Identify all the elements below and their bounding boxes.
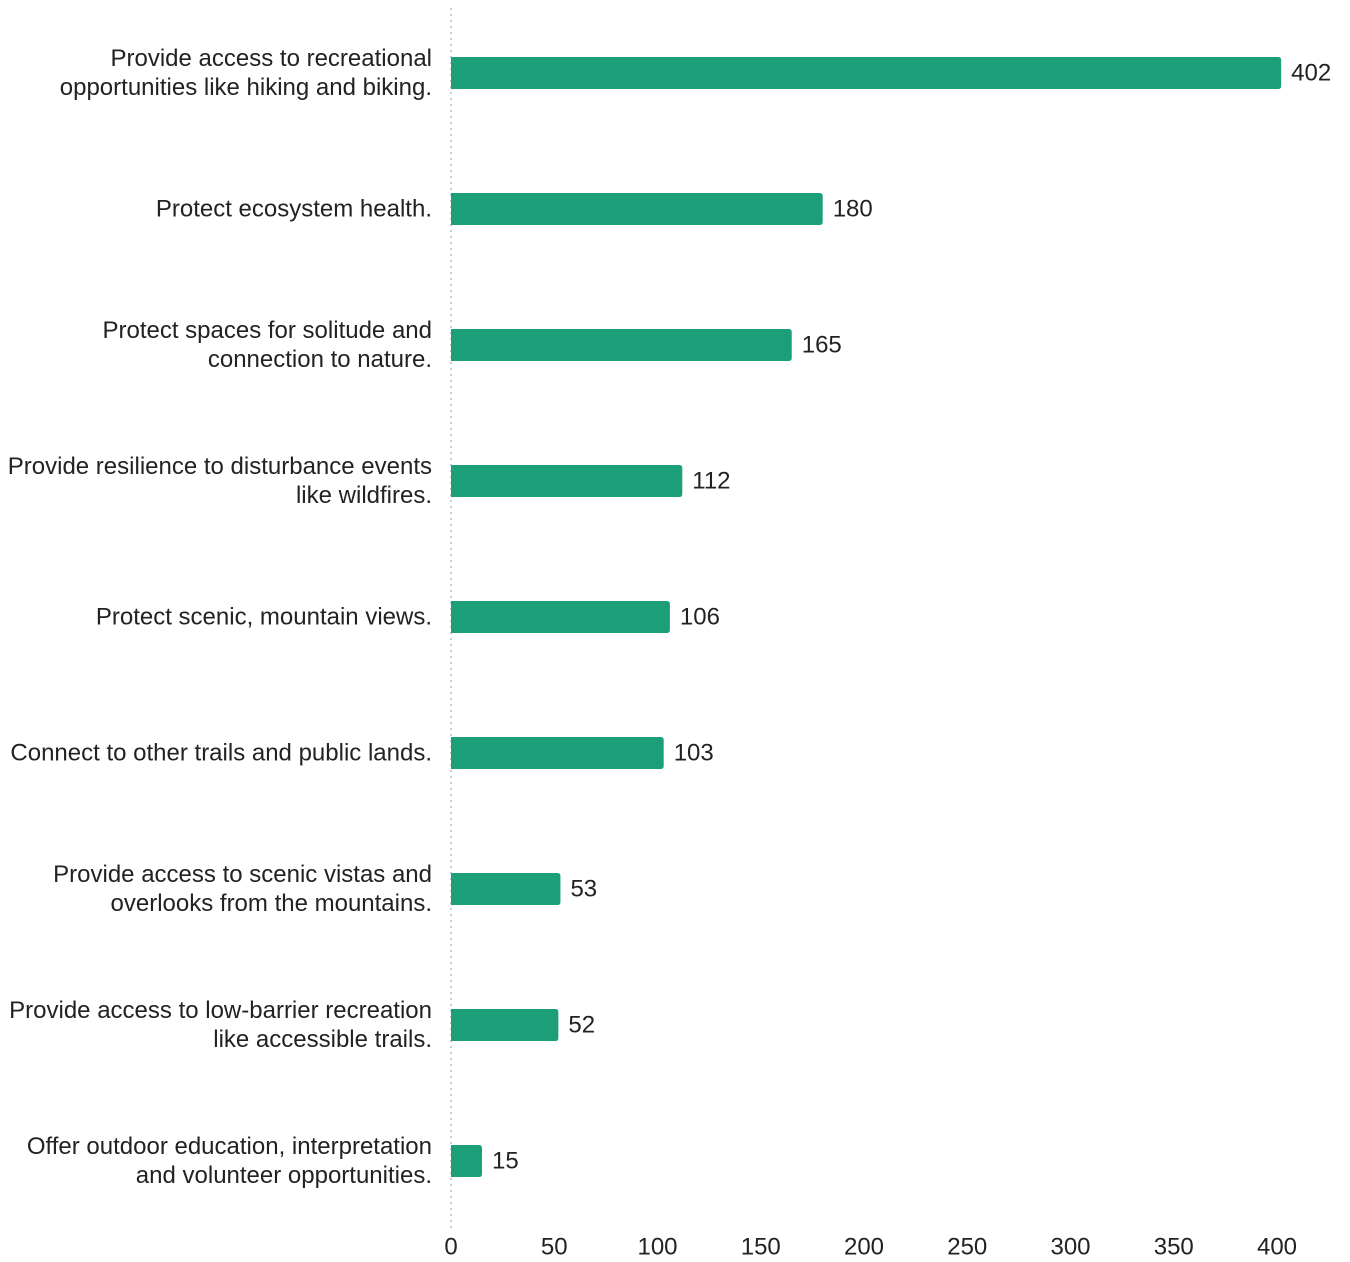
bar bbox=[451, 465, 683, 497]
value-label: 103 bbox=[674, 739, 714, 766]
y-tick-label: Protect spaces for solitude and connecti… bbox=[102, 317, 432, 373]
y-tick-label: Protect scenic, mountain views. bbox=[95, 603, 432, 631]
value-label: 106 bbox=[680, 603, 720, 630]
bar bbox=[451, 737, 664, 769]
value-label: 52 bbox=[568, 1011, 595, 1038]
x-tick-label: 100 bbox=[637, 1233, 677, 1260]
bar bbox=[451, 1009, 559, 1041]
bar bbox=[451, 57, 1282, 89]
y-tick-label: Provide access to scenic vistas and over… bbox=[53, 861, 432, 917]
bar bbox=[451, 329, 792, 361]
value-label: 112 bbox=[692, 467, 730, 494]
bar bbox=[451, 193, 823, 225]
y-tick-label: Provide access to low-barrier recreation… bbox=[9, 997, 432, 1053]
x-tick-label: 350 bbox=[1154, 1233, 1194, 1260]
x-tick-label: 250 bbox=[947, 1233, 987, 1260]
x-tick-label: 300 bbox=[1050, 1233, 1090, 1260]
value-label: 15 bbox=[492, 1147, 519, 1174]
y-tick-label: Offer outdoor education, interpretation … bbox=[26, 1133, 432, 1189]
y-tick-label: Connect to other trails and public lands… bbox=[10, 739, 432, 767]
y-tick-label: Provide resilience to disturbance events… bbox=[7, 453, 432, 509]
value-label: 165 bbox=[802, 331, 842, 358]
x-tick-label: 200 bbox=[844, 1233, 884, 1260]
y-tick-label: Provide access to recreational opportuni… bbox=[59, 45, 432, 101]
value-label: 402 bbox=[1291, 59, 1331, 86]
bar bbox=[451, 601, 670, 633]
x-tick-label: 400 bbox=[1257, 1233, 1297, 1260]
x-tick-label: 0 bbox=[444, 1233, 457, 1260]
x-tick-label: 50 bbox=[541, 1233, 568, 1260]
value-label: 53 bbox=[570, 875, 597, 902]
x-tick-label: 150 bbox=[741, 1233, 781, 1260]
bar bbox=[451, 1145, 482, 1177]
value-label: 180 bbox=[833, 195, 873, 222]
bar bbox=[451, 873, 561, 905]
y-tick-label: Protect ecosystem health. bbox=[155, 195, 432, 223]
